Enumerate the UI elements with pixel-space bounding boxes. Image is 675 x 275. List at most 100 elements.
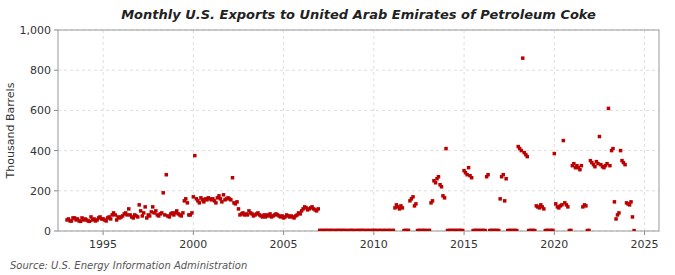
tick-label: 2005 — [270, 238, 298, 251]
point — [392, 229, 396, 231]
point — [608, 164, 612, 168]
point — [220, 200, 224, 204]
plot-area — [58, 30, 659, 231]
point — [437, 175, 441, 179]
point — [623, 163, 627, 167]
tick-label: 2010 — [360, 238, 388, 251]
point — [444, 147, 448, 151]
point — [629, 200, 633, 204]
point — [186, 201, 190, 205]
point — [631, 215, 635, 219]
point — [88, 220, 92, 224]
tick-label: 1995 — [89, 238, 117, 251]
tick-mark — [464, 231, 465, 235]
point — [148, 214, 152, 218]
point — [160, 211, 164, 215]
point — [533, 229, 537, 231]
source-note: Source: U.S. Energy Information Administ… — [10, 260, 247, 271]
tick-mark — [644, 231, 645, 235]
grid-line — [58, 190, 659, 191]
tick-mark — [554, 231, 555, 235]
point — [181, 211, 185, 215]
tick-mark — [54, 110, 58, 111]
point — [614, 217, 618, 221]
point — [229, 198, 233, 202]
point — [461, 229, 465, 231]
point — [617, 211, 621, 215]
point — [551, 229, 555, 231]
point — [498, 197, 502, 201]
grid-line — [58, 150, 659, 151]
point — [217, 194, 221, 198]
point — [136, 215, 140, 219]
point — [190, 211, 194, 215]
point — [231, 176, 235, 180]
tick-label: 400 — [30, 145, 51, 158]
point — [503, 199, 507, 203]
point — [587, 229, 591, 231]
point — [470, 176, 474, 180]
point — [125, 213, 129, 217]
grid-line — [58, 110, 659, 111]
point — [214, 201, 218, 205]
point — [104, 219, 108, 223]
tick-label: 2020 — [540, 238, 568, 251]
point — [434, 181, 438, 185]
point — [79, 220, 83, 224]
point — [607, 107, 611, 111]
point — [414, 202, 418, 206]
point — [202, 200, 206, 204]
point — [580, 164, 584, 168]
tick-mark — [54, 70, 58, 71]
point — [184, 197, 188, 201]
point — [619, 149, 623, 153]
chart: 02004006008001,0001995200020052010201520… — [0, 0, 675, 275]
y-axis-label: Thousand Barrels — [4, 82, 17, 179]
point — [501, 173, 505, 177]
point — [89, 215, 93, 219]
point — [298, 212, 302, 216]
point — [566, 205, 570, 209]
grid-line — [554, 30, 555, 231]
point — [613, 200, 617, 204]
point — [515, 229, 519, 231]
point — [235, 200, 239, 204]
point — [141, 214, 145, 218]
point — [486, 173, 490, 177]
point — [192, 195, 196, 199]
point — [401, 206, 405, 210]
point — [154, 209, 158, 213]
point — [165, 173, 169, 177]
tick-mark — [54, 190, 58, 191]
point — [411, 195, 415, 199]
point — [578, 168, 582, 172]
point — [593, 165, 597, 169]
point — [180, 214, 184, 218]
grid-line — [644, 30, 645, 231]
tick-label: 1,000 — [20, 24, 52, 37]
point — [572, 162, 576, 166]
tick-mark — [283, 231, 284, 235]
grid-line — [103, 30, 104, 231]
tick-label: 200 — [30, 185, 51, 198]
grid-line — [464, 30, 465, 231]
point — [504, 177, 508, 181]
tick-mark — [103, 231, 104, 235]
point — [554, 202, 558, 206]
tick-mark — [54, 150, 58, 151]
tick-label: 800 — [30, 64, 51, 77]
point — [193, 154, 197, 158]
point — [70, 219, 74, 223]
point — [483, 229, 487, 231]
tick-label: 600 — [30, 104, 51, 117]
tick-label: 2000 — [179, 238, 207, 251]
point — [246, 213, 250, 217]
tick-label: 0 — [44, 225, 51, 238]
point — [525, 155, 529, 159]
tick-mark — [54, 231, 58, 232]
point — [542, 207, 546, 211]
point — [569, 229, 573, 231]
point — [443, 196, 447, 200]
points — [65, 56, 636, 231]
tick-label: 2025 — [631, 238, 659, 251]
